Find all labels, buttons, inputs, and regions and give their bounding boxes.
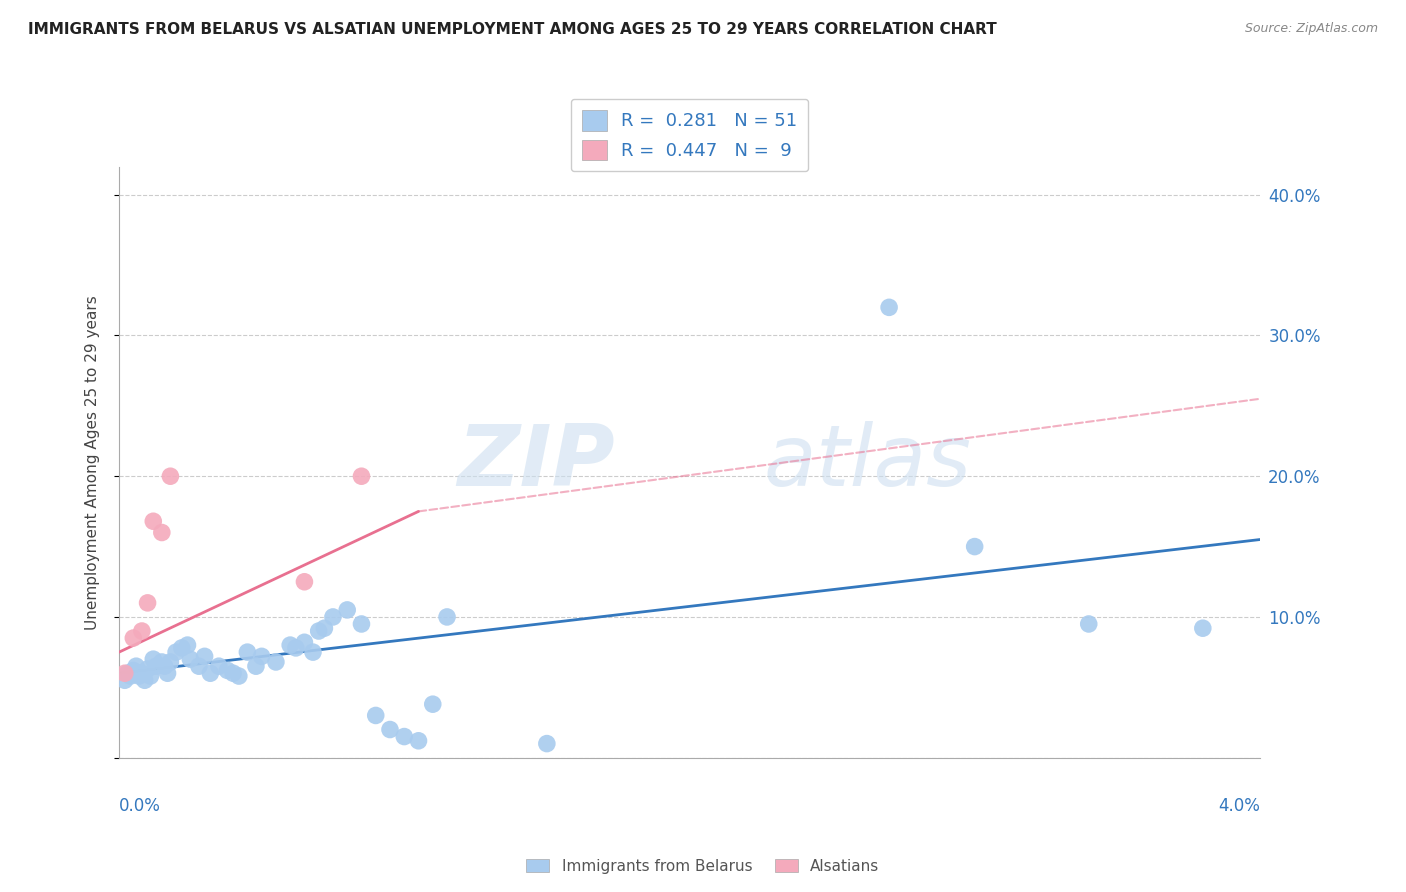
Point xyxy=(131,666,153,681)
Point xyxy=(208,659,231,673)
Point xyxy=(284,640,307,655)
Text: atlas: atlas xyxy=(763,421,972,504)
Point xyxy=(294,574,316,589)
Point xyxy=(194,649,217,664)
Text: Source: ZipAtlas.com: Source: ZipAtlas.com xyxy=(1244,22,1378,36)
Legend: R =  0.281   N = 51, R =  0.447   N =  9: R = 0.281 N = 51, R = 0.447 N = 9 xyxy=(571,99,808,171)
Point xyxy=(278,638,301,652)
Point xyxy=(179,652,201,666)
Point xyxy=(350,469,373,483)
Point xyxy=(963,540,986,554)
Point xyxy=(217,664,239,678)
Point xyxy=(322,610,344,624)
Point xyxy=(187,659,209,673)
Point xyxy=(228,669,250,683)
Point xyxy=(250,649,273,664)
Point xyxy=(125,659,148,673)
Point xyxy=(165,645,187,659)
Point xyxy=(1191,621,1213,635)
Point xyxy=(131,624,153,638)
Point xyxy=(136,596,159,610)
Point xyxy=(378,723,401,737)
Point xyxy=(139,669,162,683)
Y-axis label: Unemployment Among Ages 25 to 29 years: Unemployment Among Ages 25 to 29 years xyxy=(86,294,100,630)
Point xyxy=(336,603,359,617)
Text: 0.0%: 0.0% xyxy=(120,797,160,814)
Point xyxy=(156,666,179,681)
Point xyxy=(364,708,387,723)
Point xyxy=(142,514,165,528)
Point xyxy=(236,645,259,659)
Text: IMMIGRANTS FROM BELARUS VS ALSATIAN UNEMPLOYMENT AMONG AGES 25 TO 29 YEARS CORRE: IMMIGRANTS FROM BELARUS VS ALSATIAN UNEM… xyxy=(28,22,997,37)
Point xyxy=(114,666,136,681)
Point xyxy=(136,662,159,676)
Point xyxy=(159,469,181,483)
Point xyxy=(122,631,145,645)
Point xyxy=(200,666,222,681)
Point xyxy=(222,666,245,681)
Point xyxy=(536,737,558,751)
Point xyxy=(122,664,145,678)
Point xyxy=(294,635,316,649)
Legend: Immigrants from Belarus, Alsatians: Immigrants from Belarus, Alsatians xyxy=(520,853,886,880)
Point xyxy=(408,733,430,747)
Point xyxy=(308,624,330,638)
Point xyxy=(877,301,900,315)
Point xyxy=(350,617,373,632)
Point xyxy=(153,659,176,673)
Point xyxy=(302,645,325,659)
Point xyxy=(117,666,139,681)
Point xyxy=(264,655,287,669)
Point xyxy=(150,655,173,669)
Point xyxy=(176,638,198,652)
Point xyxy=(134,673,156,688)
Point xyxy=(128,669,150,683)
Point xyxy=(170,640,193,655)
Point xyxy=(159,655,181,669)
Point xyxy=(394,730,416,744)
Text: ZIP: ZIP xyxy=(458,421,616,504)
Point xyxy=(1077,617,1099,632)
Point xyxy=(142,652,165,666)
Point xyxy=(245,659,267,673)
Text: 4.0%: 4.0% xyxy=(1218,797,1260,814)
Point xyxy=(314,621,336,635)
Point xyxy=(120,669,142,683)
Point xyxy=(114,673,136,688)
Point xyxy=(422,697,444,711)
Point xyxy=(436,610,458,624)
Point xyxy=(145,659,167,673)
Point xyxy=(150,525,173,540)
